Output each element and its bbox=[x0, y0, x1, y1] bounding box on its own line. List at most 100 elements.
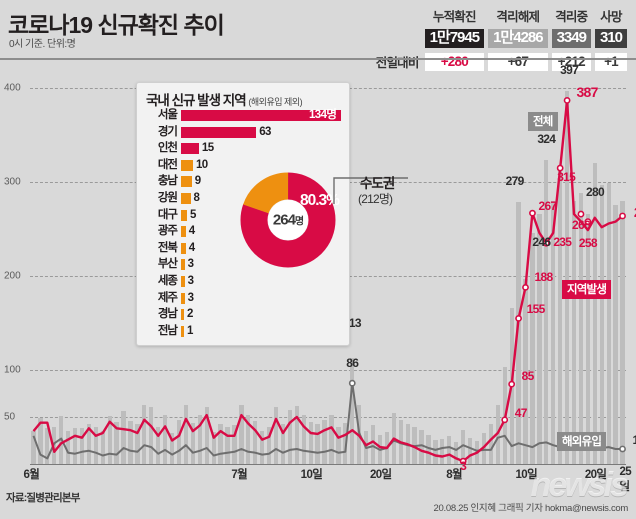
total-bar bbox=[162, 415, 168, 464]
region-panel-title: 국내 신규 발생 지역 (해외유입 제외) bbox=[146, 89, 303, 109]
legend-badge-total: 전체 bbox=[528, 112, 558, 131]
donut-center-unit: 명 bbox=[294, 216, 304, 228]
data-point-marker bbox=[542, 239, 550, 247]
x-tick-2: 10일 bbox=[300, 469, 323, 481]
trend-lines bbox=[32, 97, 626, 465]
stat-delta-cell-3: +1 bbox=[594, 51, 628, 72]
region-value: 3 bbox=[187, 275, 194, 287]
total-bar bbox=[135, 423, 140, 464]
x-tick-0: 6월 bbox=[23, 469, 40, 481]
region-value: 9 bbox=[194, 175, 201, 188]
stat-delta-2: +212 bbox=[551, 52, 591, 71]
region-row: 인천 15 bbox=[145, 142, 345, 155]
total-bar bbox=[31, 431, 36, 464]
stat-value-3: 310 bbox=[594, 29, 627, 48]
total-bar bbox=[564, 91, 570, 464]
total-bar bbox=[204, 406, 209, 464]
total-bar bbox=[308, 421, 313, 464]
data-point-marker bbox=[459, 457, 467, 465]
total-bar bbox=[336, 427, 341, 464]
total-bar bbox=[190, 422, 195, 464]
total-bar bbox=[613, 204, 618, 464]
region-name: 경기 bbox=[157, 125, 178, 138]
region-value: 10 bbox=[195, 158, 208, 171]
point-label-387: 387 bbox=[576, 84, 598, 101]
region-name: 경남 bbox=[157, 308, 178, 321]
data-point-marker bbox=[563, 97, 571, 104]
total-bar bbox=[322, 419, 327, 464]
stat-label-2: 격리중 bbox=[555, 10, 588, 24]
region-bar bbox=[181, 325, 184, 337]
region-row: 전북 4 bbox=[145, 242, 345, 255]
gridline-100 bbox=[30, 370, 626, 372]
point-label-188: 188 bbox=[534, 270, 554, 285]
legend-badge-local: 지역발생 bbox=[562, 280, 612, 299]
total-bar bbox=[218, 423, 223, 464]
point-label-3: 3 bbox=[460, 459, 467, 474]
page-subtitle: 0시 기준. 단위:명 bbox=[9, 39, 76, 50]
total-bar bbox=[433, 439, 438, 464]
total-bar bbox=[447, 435, 452, 464]
stat-label-1: 격리해제 bbox=[496, 10, 540, 24]
line-지역발생 bbox=[32, 99, 624, 463]
total-bar bbox=[620, 200, 625, 464]
region-row: 강원 8 bbox=[145, 192, 345, 205]
credit-text: 20.08.25 인지혜 그래픽 기자 hokma@newsis.com bbox=[433, 503, 629, 514]
donut-center-label: 264명 bbox=[273, 212, 304, 229]
stat-value-cell-1: 1만4286 bbox=[487, 28, 549, 49]
metro-share-donut: 264명 bbox=[238, 170, 338, 270]
header-divider bbox=[0, 58, 636, 60]
region-row: 전남 1 bbox=[145, 325, 345, 338]
total-bar bbox=[211, 432, 216, 464]
donut-callout-label: 수도권 bbox=[360, 176, 395, 191]
total-bar bbox=[72, 428, 78, 464]
x-axis bbox=[30, 464, 626, 465]
total-bar bbox=[176, 419, 182, 464]
total-bar bbox=[86, 423, 92, 464]
total-bar bbox=[246, 415, 251, 464]
region-row: 세종 3 bbox=[145, 275, 345, 288]
total-label-246: 246 bbox=[532, 234, 551, 249]
x-tick-4: 8월 bbox=[446, 469, 462, 481]
region-row: 대전 10 bbox=[145, 159, 345, 172]
data-point-marker bbox=[529, 209, 536, 217]
stat-delta-cell-2: +212 bbox=[551, 51, 592, 72]
total-bar bbox=[516, 201, 521, 464]
data-point-marker bbox=[619, 212, 626, 220]
data-point-marker bbox=[348, 379, 356, 387]
stat-value-cell-0: 1만7945 bbox=[424, 28, 486, 49]
data-point-marker bbox=[556, 164, 564, 172]
total-bar bbox=[225, 427, 230, 464]
total-bar bbox=[606, 183, 611, 464]
total-bar bbox=[280, 423, 286, 464]
total-bar bbox=[578, 193, 584, 464]
region-row: 제주 3 bbox=[145, 292, 345, 305]
total-bar bbox=[350, 357, 355, 464]
data-point-marker bbox=[619, 445, 626, 453]
total-bar bbox=[169, 433, 175, 464]
region-panel-title-main: 국내 신규 발생 지역 bbox=[146, 93, 247, 108]
region-value: 134명 bbox=[309, 109, 337, 121]
x-tick-6: 20일 bbox=[584, 469, 607, 481]
total-bar bbox=[232, 425, 237, 464]
summary-stats-value-corner bbox=[375, 28, 422, 49]
region-bar bbox=[181, 143, 199, 155]
total-bar bbox=[329, 415, 334, 464]
total-bar bbox=[370, 425, 376, 464]
region-value: 5 bbox=[189, 208, 196, 221]
point-label-315: 315 bbox=[557, 170, 576, 185]
region-name: 전북 bbox=[157, 241, 178, 254]
point-label-86: 86 bbox=[346, 356, 359, 371]
region-bar bbox=[181, 226, 186, 238]
x-tick-5: 10일 bbox=[515, 469, 538, 481]
y-tick-200: 200 bbox=[4, 270, 21, 282]
region-row: 대구 5 bbox=[145, 209, 345, 222]
region-bar bbox=[181, 259, 185, 271]
summary-stats-value-row: 1만7945 1만4286 3349 310 bbox=[375, 28, 628, 49]
donut-hole bbox=[268, 200, 308, 240]
total-bar bbox=[301, 415, 306, 464]
total-bar bbox=[287, 410, 293, 464]
total-bar bbox=[260, 431, 265, 464]
donut-svg bbox=[240, 172, 336, 268]
